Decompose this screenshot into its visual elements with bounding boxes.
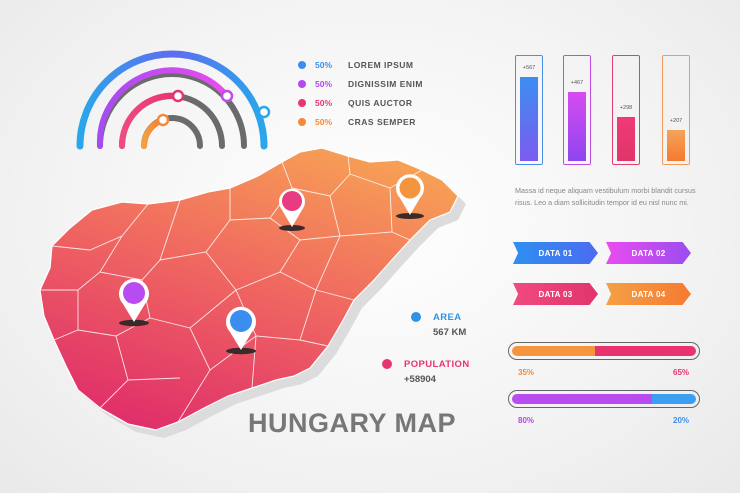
data-arrow-1: DATA 01 bbox=[513, 242, 598, 264]
progress-1-right-label: 65% bbox=[673, 368, 690, 377]
arc-ring-2 bbox=[96, 67, 230, 149]
bar-value-label: +298 bbox=[619, 105, 633, 111]
bar-value-label: +567 bbox=[522, 65, 536, 71]
progress-1-left bbox=[512, 346, 595, 356]
population-value: +58904 bbox=[404, 374, 436, 385]
data-arrow-2: DATA 02 bbox=[606, 242, 691, 264]
map-pin-northeast bbox=[396, 174, 424, 219]
legend-label: DIGNISSIM ENIM bbox=[348, 79, 424, 89]
bar-4: +207 bbox=[662, 55, 690, 165]
description-text: Massa id neque aliquam vestibulum morbi … bbox=[515, 186, 696, 207]
legend-label: CRAS SEMPER bbox=[348, 117, 416, 127]
page-title: HUNGARY MAP bbox=[248, 408, 457, 438]
legend-item: 50% DIGNISSIM ENIM bbox=[298, 77, 423, 91]
legend-label: QUIS AUCTOR bbox=[348, 98, 413, 108]
arc-ring-1 bbox=[76, 50, 268, 150]
data-arrow-3: DATA 03 bbox=[513, 283, 598, 305]
bar-3: +298 bbox=[612, 55, 640, 165]
map-pin-west bbox=[119, 278, 149, 327]
population-dot bbox=[382, 359, 392, 369]
bar-fill bbox=[617, 117, 635, 161]
hungary-map bbox=[39, 147, 466, 438]
arc-gauge bbox=[76, 50, 271, 150]
bar-2: +467 bbox=[563, 55, 591, 165]
data-arrow-4: DATA 04 bbox=[606, 283, 691, 305]
progress-2-right bbox=[651, 394, 696, 404]
arc-knob-4 bbox=[156, 113, 170, 127]
progress-bar-2 bbox=[508, 390, 700, 408]
arc-knob-1 bbox=[257, 105, 271, 119]
legend-item: 50% LOREM IPSUM bbox=[298, 58, 413, 72]
legend-dot bbox=[298, 118, 306, 126]
bar-fill bbox=[667, 130, 685, 161]
population-title: POPULATION bbox=[404, 359, 470, 370]
bar-fill bbox=[568, 92, 586, 161]
map-pin-north bbox=[279, 188, 305, 231]
area-value: 567 KM bbox=[433, 327, 467, 338]
area-dot bbox=[411, 312, 421, 322]
legend-item: 50% QUIS AUCTOR bbox=[298, 96, 413, 110]
legend-percent: 50% bbox=[315, 98, 333, 108]
bar-value-label: +207 bbox=[669, 118, 683, 124]
progress-2-right-label: 20% bbox=[673, 416, 690, 425]
legend-dot bbox=[298, 61, 306, 69]
area-title: AREA bbox=[433, 312, 462, 323]
progress-bar-1 bbox=[508, 342, 700, 360]
legend-percent: 50% bbox=[315, 117, 333, 127]
progress-1-left-label: 35% bbox=[518, 368, 535, 377]
progress-1-right bbox=[594, 346, 696, 356]
legend-percent: 50% bbox=[315, 79, 333, 89]
bar-1: +567 bbox=[515, 55, 543, 165]
bar-value-label: +467 bbox=[570, 80, 584, 86]
progress-2-left-label: 80% bbox=[518, 416, 535, 425]
bar-fill bbox=[520, 77, 538, 161]
legend-percent: 50% bbox=[315, 60, 333, 70]
county-borders bbox=[40, 155, 423, 423]
arc-ring-3 bbox=[118, 92, 181, 149]
map-pin-south bbox=[226, 306, 256, 355]
legend-dot bbox=[298, 80, 306, 88]
arc-knob-3 bbox=[171, 89, 185, 103]
legend-item: 50% CRAS SEMPER bbox=[298, 115, 416, 129]
map-country bbox=[39, 147, 459, 431]
progress-2-left bbox=[512, 394, 652, 404]
arc-knob-2 bbox=[220, 89, 234, 103]
legend-label: LOREM IPSUM bbox=[348, 60, 414, 70]
legend-dot bbox=[298, 99, 306, 107]
